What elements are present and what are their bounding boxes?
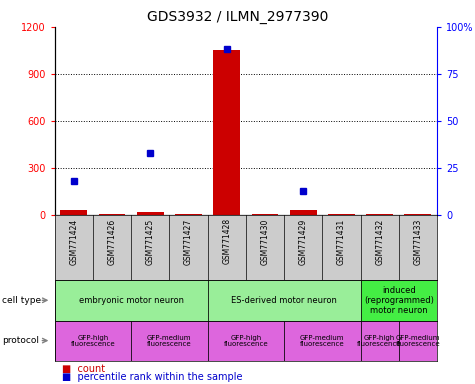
Bar (361, 321, 399, 361)
Text: GFP-medium
fluorescence: GFP-medium fluorescence (147, 334, 191, 347)
Bar (252, 214, 278, 215)
Text: cell type: cell type (2, 296, 41, 305)
Text: ES-derived motor neuron: ES-derived motor neuron (231, 296, 337, 305)
Text: embryonic motor neuron: embryonic motor neuron (78, 296, 184, 305)
Text: GSM771433: GSM771433 (413, 218, 422, 265)
Bar (208, 321, 284, 361)
Text: ■  percentile rank within the sample: ■ percentile rank within the sample (62, 372, 242, 382)
Bar (55, 280, 208, 321)
Text: ■  count: ■ count (62, 364, 105, 374)
Text: GSM771432: GSM771432 (375, 218, 384, 265)
Text: GSM771428: GSM771428 (222, 218, 231, 265)
Text: GFP-high
fluorescence: GFP-high fluorescence (71, 334, 115, 347)
Bar (399, 321, 437, 361)
Bar (213, 50, 240, 215)
Text: GSM771427: GSM771427 (184, 218, 193, 265)
Bar (99, 214, 125, 215)
Bar (361, 280, 437, 321)
Text: GSM771430: GSM771430 (260, 218, 269, 265)
Bar (137, 212, 163, 215)
Text: GDS3932 / ILMN_2977390: GDS3932 / ILMN_2977390 (147, 10, 328, 23)
Bar (290, 210, 316, 215)
Bar (284, 321, 361, 361)
Text: GFP-high
fluorescence: GFP-high fluorescence (357, 334, 402, 347)
Text: GFP-medium
fluorescence: GFP-medium fluorescence (396, 334, 440, 347)
Text: GSM771426: GSM771426 (107, 218, 116, 265)
Bar (366, 214, 393, 215)
Bar (60, 210, 87, 215)
Bar (208, 280, 361, 321)
Text: GSM771431: GSM771431 (337, 218, 346, 265)
Text: GSM771425: GSM771425 (146, 218, 155, 265)
Bar (405, 214, 431, 215)
Text: protocol: protocol (2, 336, 39, 345)
Bar (175, 214, 202, 215)
Text: induced
(reprogrammed)
motor neuron: induced (reprogrammed) motor neuron (364, 286, 434, 315)
Bar (328, 214, 355, 215)
Bar (131, 321, 208, 361)
Bar (55, 321, 131, 361)
Text: GSM771429: GSM771429 (299, 218, 308, 265)
Text: GFP-high
fluorescence: GFP-high fluorescence (224, 334, 268, 347)
Text: GSM771424: GSM771424 (69, 218, 78, 265)
Text: GFP-medium
fluorescence: GFP-medium fluorescence (300, 334, 344, 347)
